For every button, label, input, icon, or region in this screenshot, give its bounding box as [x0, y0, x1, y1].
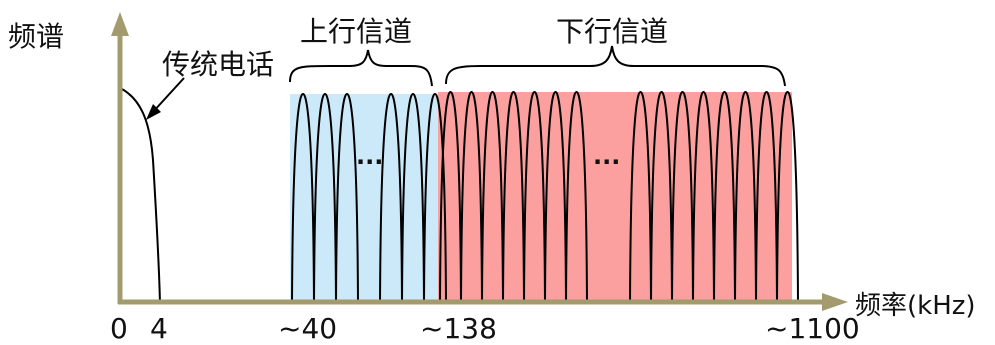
subcarrier-hump [523, 90, 546, 305]
subcarrier-hump [565, 90, 588, 305]
subcarrier-hump [692, 90, 715, 305]
subcarrier-hump [335, 92, 359, 305]
x-axis-arrowhead [822, 293, 848, 311]
y-axis-label: 频谱 [8, 20, 64, 53]
subcarrier-group [291, 90, 799, 305]
tick-label-138: ~138 [420, 312, 497, 345]
subcarrier-hump [755, 90, 778, 305]
subcarrier-hump [544, 90, 567, 305]
subcarrier-hump [379, 92, 403, 305]
downstream-ellipsis: ··· [593, 148, 620, 176]
subcarrier-hump [629, 90, 652, 305]
subcarrier-hump [650, 90, 673, 305]
subcarrier-hump [502, 90, 525, 305]
downstream-brace [445, 45, 786, 87]
telephone-band-curve [119, 87, 161, 305]
upstream-label: 上行信道 [300, 15, 412, 48]
telephone-label: 传统电话 [162, 48, 274, 81]
subcarrier-hump [713, 90, 736, 305]
upstream-ellipsis: ··· [356, 148, 383, 176]
downstream-label: 下行信道 [556, 15, 668, 48]
subcarrier-hump [401, 92, 425, 305]
telephone-pointer-arrowhead [146, 104, 161, 120]
subcarrier-hump [671, 90, 694, 305]
x-axis-label: 频率(kHz) [855, 291, 976, 321]
subcarrier-hump [481, 90, 504, 305]
subcarrier-hump [439, 90, 462, 305]
tick-label-4: 4 [150, 312, 168, 345]
tick-label-1100: ~1100 [765, 312, 860, 345]
y-axis-arrowhead [111, 12, 129, 36]
tick-label-0: 0 [110, 312, 128, 345]
telephone-pointer-line [151, 77, 185, 114]
subcarrier-hump [460, 90, 483, 305]
subcarrier-hump [313, 92, 337, 305]
subcarrier-hump [734, 90, 757, 305]
upstream-brace [289, 49, 433, 87]
tick-label-40: ~40 [278, 312, 337, 345]
subcarrier-hump [776, 90, 799, 305]
subcarrier-hump [291, 92, 315, 305]
